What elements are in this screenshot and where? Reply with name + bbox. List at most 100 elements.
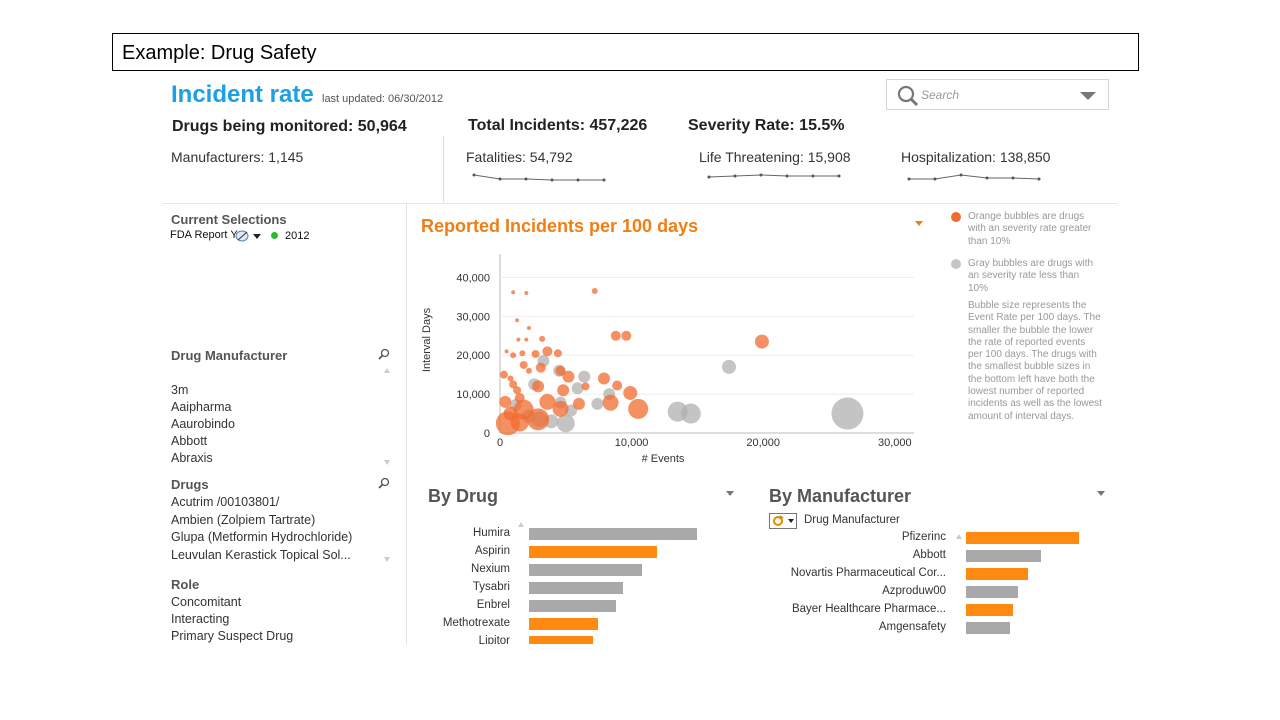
bubble-point[interactable] [831, 397, 864, 430]
list-item[interactable]: Aaurobindo [171, 417, 235, 431]
bar-label[interactable]: Azproduw00 [882, 585, 946, 597]
scroll-up-icon[interactable] [384, 368, 390, 373]
bubble-point[interactable] [539, 335, 546, 342]
bar-label[interactable]: Nexium [471, 563, 510, 575]
bubble-point[interactable] [510, 352, 517, 359]
bar-label[interactable]: Lipitor [478, 635, 510, 644]
list-item[interactable]: Primary Suspect Drug [171, 629, 294, 643]
bubble-point[interactable] [499, 370, 508, 379]
bubble-point[interactable] [555, 365, 566, 376]
list-item[interactable]: Aaipharma [171, 400, 232, 414]
bubble-point[interactable] [591, 288, 598, 295]
bubble-point[interactable] [535, 362, 546, 373]
bar-label[interactable]: Aspirin [474, 545, 510, 557]
bubble-point[interactable] [602, 394, 619, 411]
bubble-point[interactable] [628, 398, 649, 419]
bubble-point[interactable] [503, 406, 518, 421]
list-item[interactable]: Abbott [171, 434, 208, 448]
search-box[interactable]: Search [886, 79, 1109, 110]
bubble-point[interactable] [514, 393, 525, 403]
bubble-point[interactable] [509, 380, 518, 389]
list-item[interactable]: Abraxis [171, 451, 213, 465]
bar[interactable] [529, 600, 617, 612]
bar[interactable] [966, 532, 1079, 544]
bubble-point[interactable] [511, 290, 516, 295]
scroll-down-icon[interactable] [384, 460, 390, 465]
bubble-point[interactable] [610, 330, 621, 341]
bar[interactable] [529, 636, 593, 644]
bar[interactable] [966, 568, 1029, 580]
bar-label[interactable]: Amgensafety [878, 621, 946, 633]
bubble-point[interactable] [532, 380, 545, 393]
bubble-point[interactable] [531, 350, 540, 359]
bar[interactable] [966, 550, 1041, 562]
bubble-point[interactable] [507, 375, 514, 382]
scroll-up-icon[interactable] [518, 522, 524, 527]
bubble-point[interactable] [621, 330, 632, 341]
chart-menu-icon[interactable] [1097, 491, 1105, 496]
search-icon[interactable] [378, 477, 390, 489]
bar-label[interactable]: Bayer Healthcare Pharmace... [791, 603, 946, 615]
bubble-point[interactable] [556, 414, 575, 433]
bubble-point[interactable] [527, 408, 550, 431]
bar-label[interactable]: Pfizerinc [901, 531, 946, 543]
bubble-point[interactable] [542, 346, 553, 357]
bubble-point[interactable] [524, 337, 529, 342]
bubble-point[interactable] [539, 393, 556, 410]
list-item[interactable]: Ambien (Zolpiem Tartrate) [171, 512, 316, 527]
list-item[interactable]: Acutrim /00103801/ [171, 495, 280, 509]
bar-label[interactable]: Novartis Pharmaceutical Cor... [790, 567, 946, 579]
bubble-point[interactable] [597, 372, 610, 385]
search-icon[interactable] [378, 348, 390, 360]
bar[interactable] [966, 604, 1014, 616]
bar[interactable] [966, 622, 1011, 634]
bar[interactable] [529, 564, 642, 576]
bubble-point[interactable] [591, 397, 604, 410]
list-item[interactable]: Interacting [171, 612, 230, 626]
chevron-down-icon[interactable] [1080, 92, 1098, 102]
bar-label[interactable]: Tysabri [472, 581, 510, 593]
chart-menu-icon[interactable] [915, 221, 923, 226]
bubble-point[interactable] [524, 291, 529, 295]
bar-label[interactable]: Humira [472, 527, 510, 539]
bubble-point[interactable] [562, 370, 575, 383]
scroll-down-icon[interactable] [384, 557, 390, 562]
bubble-point[interactable] [612, 380, 623, 391]
bubble-point[interactable] [513, 386, 522, 395]
scroll-up-icon[interactable] [956, 534, 962, 539]
bubble-point[interactable] [552, 400, 569, 417]
bar[interactable] [529, 582, 624, 594]
bubble-point[interactable] [519, 350, 526, 357]
list-item[interactable]: Concomitant [171, 595, 242, 609]
search-input[interactable]: Search [921, 88, 960, 102]
bar-label[interactable]: Enbrel [476, 599, 510, 611]
bubble-point[interactable] [557, 384, 570, 397]
bubble-point[interactable] [581, 382, 590, 391]
bubble-point[interactable] [623, 385, 638, 400]
bubble-point[interactable] [722, 359, 737, 374]
bubble-point[interactable] [504, 349, 509, 354]
bubble-point[interactable] [515, 318, 520, 323]
bubble-point[interactable] [525, 367, 532, 374]
bar-label[interactable]: Methotrexate [442, 617, 510, 629]
bubble-point[interactable] [754, 334, 769, 349]
bubble-point[interactable] [499, 395, 512, 408]
bar[interactable] [966, 586, 1018, 598]
selection-field[interactable]: FDA Report Y [170, 229, 238, 241]
bar-label[interactable]: Abbott [912, 549, 946, 561]
cycle-dimension-icon[interactable] [769, 513, 799, 529]
bubble-point[interactable] [571, 382, 584, 395]
chart-menu-icon[interactable] [726, 491, 734, 496]
bar[interactable] [529, 546, 657, 558]
bubble-point[interactable] [519, 360, 528, 369]
bubble-point[interactable] [526, 326, 531, 330]
list-item[interactable]: Glupa (Metformin Hydrochloride) [171, 530, 353, 544]
bubble-point[interactable] [516, 337, 521, 342]
bar[interactable] [529, 528, 697, 540]
bubble-point[interactable] [667, 401, 688, 422]
bubble-point[interactable] [578, 370, 591, 383]
list-item[interactable]: Leuvulan Kerastick Topical Sol... [171, 547, 351, 562]
bubble-point[interactable] [553, 349, 562, 358]
list-item[interactable]: 3m [171, 383, 189, 397]
bar[interactable] [529, 618, 598, 630]
